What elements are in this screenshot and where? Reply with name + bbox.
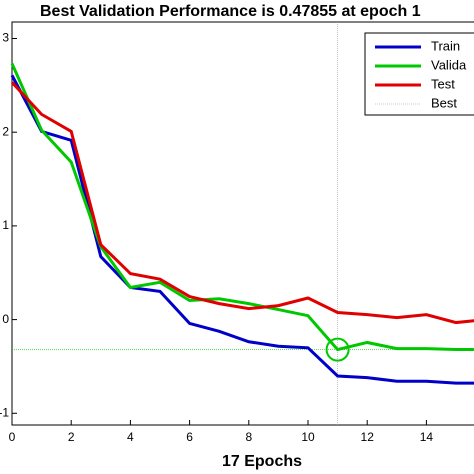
chart-title: Best Validation Performance is 0.47855 a… <box>40 3 421 20</box>
x-axis-label: 17 Epochs <box>222 453 302 470</box>
x-tick-label: 8 <box>245 430 252 444</box>
x-tick-label: 10 <box>301 430 315 444</box>
y-tick-label: -1 <box>0 405 9 419</box>
legend-label: Valida <box>431 57 467 72</box>
legend-label: Best <box>431 95 457 110</box>
best-marker <box>325 337 350 362</box>
series-line <box>10 81 474 325</box>
series-line <box>10 74 474 385</box>
legend-label: Train <box>431 38 460 53</box>
x-tick-label: 6 <box>186 430 193 444</box>
y-tick-label: 3 <box>2 31 9 45</box>
x-tick-label: 2 <box>68 430 75 444</box>
y-tick-label: 0 <box>2 312 9 326</box>
y-tick-label: 1 <box>2 218 9 232</box>
x-tick-label: 4 <box>127 430 134 444</box>
y-tick-label: 2 <box>2 124 9 138</box>
x-tick-label: 0 <box>9 430 16 444</box>
x-tick-label: 14 <box>420 430 434 444</box>
legend-label: Test <box>431 76 455 91</box>
x-tick-label: 12 <box>361 430 375 444</box>
